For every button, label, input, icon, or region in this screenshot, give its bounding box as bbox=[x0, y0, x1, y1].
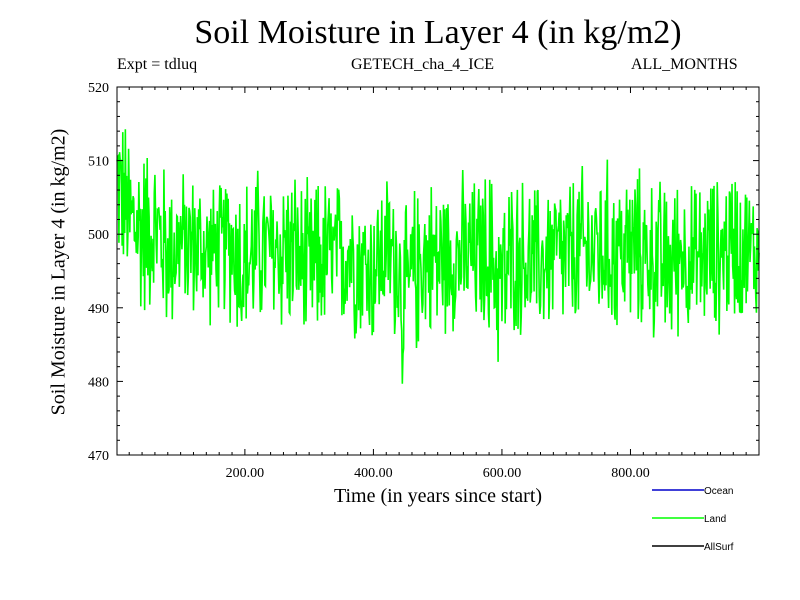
y-tick-label: 480 bbox=[88, 375, 109, 390]
x-tick-label: 400.00 bbox=[354, 466, 393, 481]
months-label: ALL_MONTHS bbox=[631, 56, 738, 73]
series-layer bbox=[116, 129, 760, 384]
legend: Ocean Land AllSurf bbox=[652, 486, 734, 553]
dataset-label: GETECH_cha_4_ICE bbox=[351, 56, 495, 73]
x-tick-label: 800.00 bbox=[611, 466, 650, 481]
legend-label: Land bbox=[704, 514, 726, 525]
x-tick-label: 200.00 bbox=[226, 466, 265, 481]
chart-title: Soil Moisture in Layer 4 (in kg/m2) bbox=[194, 14, 682, 51]
experiment-label: Expt = tdluq bbox=[117, 56, 198, 73]
legend-label: AllSurf bbox=[704, 542, 734, 553]
y-tick-label: 490 bbox=[88, 302, 109, 317]
x-tick-label: 600.00 bbox=[483, 466, 522, 481]
series-land-line bbox=[116, 129, 760, 384]
x-axis-label: Time (in years since start) bbox=[333, 485, 543, 507]
y-tick-label: 510 bbox=[88, 155, 109, 170]
legend-label: Ocean bbox=[704, 486, 733, 497]
y-tick-label: 500 bbox=[88, 228, 109, 243]
y-tick-label: 470 bbox=[88, 449, 109, 464]
axes-layer: 470 480 490 500 510 520 200.00 400.00 600.00 800.… bbox=[88, 81, 759, 481]
y-tick-label: 520 bbox=[88, 81, 109, 96]
